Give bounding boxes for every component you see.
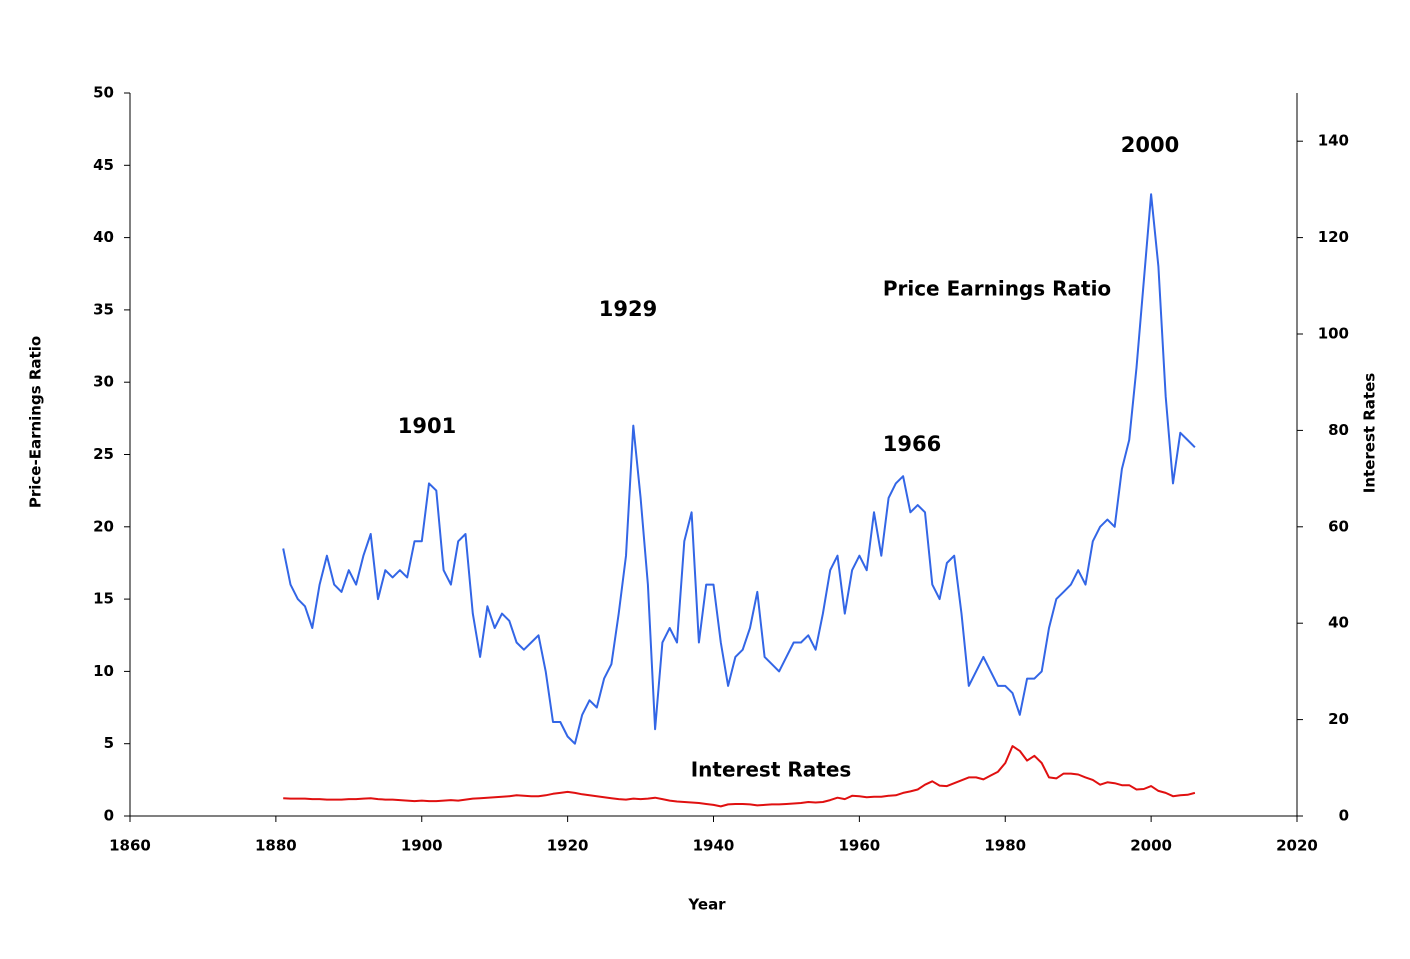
x-tick-label: 2000 [1130, 837, 1172, 855]
y-tick-label: 45 [93, 156, 114, 174]
y-tick-label: 20 [93, 517, 114, 535]
y-tick-label: 35 [93, 300, 114, 318]
x-tick-label: 1920 [547, 837, 589, 855]
y2-tick-label: 60 [1328, 517, 1349, 535]
series-line [282, 193, 1196, 745]
y-tick-label: 30 [93, 373, 114, 391]
x-tick-label: 1860 [109, 837, 151, 855]
y2-tick-label: 0 [1339, 807, 1349, 825]
x-tick-label: 2020 [1276, 837, 1318, 855]
y2-tick-label: 140 [1318, 132, 1349, 150]
x-tick-label: 1940 [693, 837, 735, 855]
y2-tick-label: 100 [1318, 325, 1349, 343]
y2-tick-label: 40 [1328, 614, 1349, 632]
y-tick-label: 10 [93, 662, 114, 680]
y-axis-label: Price-Earnings Ratio [27, 336, 45, 508]
series-label: Interest Rates [691, 758, 852, 782]
annotation: 2000 [1121, 133, 1179, 157]
y-tick-label: 5 [104, 734, 114, 752]
y-tick-label: 15 [93, 590, 114, 608]
series-label: Price Earnings Ratio [883, 277, 1111, 301]
annotation: 1966 [883, 432, 941, 456]
y-tick-label: 25 [93, 445, 114, 463]
x-tick-label: 1980 [984, 837, 1026, 855]
x-axis-label: Year [687, 896, 726, 914]
y-tick-label: 50 [93, 84, 114, 102]
x-tick-label: 1900 [401, 837, 443, 855]
y2-axis-label: Interest Rates [1361, 373, 1379, 494]
y2-tick-label: 20 [1328, 710, 1349, 728]
y-tick-label: 0 [104, 807, 114, 825]
x-tick-label: 1880 [255, 837, 297, 855]
y-tick-label: 40 [93, 228, 114, 246]
series-line [283, 745, 1196, 808]
annotation: 1901 [398, 414, 456, 438]
y2-tick-label: 120 [1318, 228, 1349, 246]
annotation: 1929 [599, 297, 657, 321]
x-tick-label: 1960 [839, 837, 881, 855]
y2-tick-label: 80 [1328, 421, 1349, 439]
